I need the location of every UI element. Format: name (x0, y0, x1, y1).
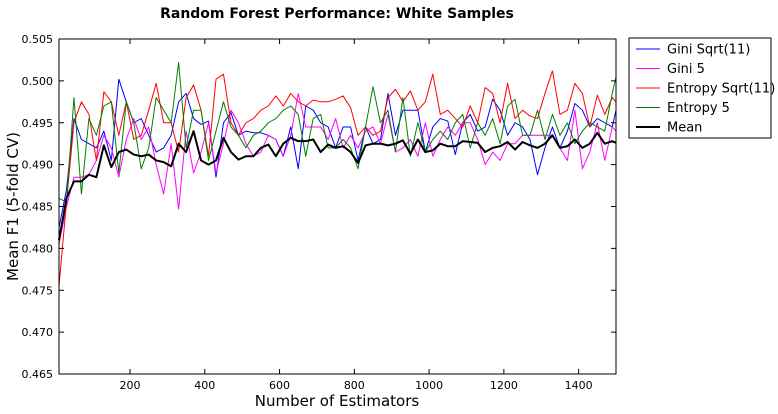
x-tick-label: 1000 (415, 379, 443, 392)
x-tick-label: 800 (344, 379, 365, 392)
y-tick-label: 0.485 (22, 201, 54, 214)
y-tick-label: 0.470 (22, 326, 54, 339)
legend-label: Mean (667, 121, 702, 136)
series-layer (58, 61, 617, 287)
series-line-gini-sqrt-11 (58, 78, 617, 228)
legend: Gini Sqrt(11) Gini 5 Entropy Sqrt(11) Entro… (628, 37, 775, 139)
y-axis: 0.465 0.470 0.475 0.480 0.485 0.490 0.495 0.500… (22, 33, 616, 381)
series-line-mean (58, 130, 617, 241)
y-tick-label: 0.505 (22, 33, 54, 46)
legend-label: Entropy Sqrt(11) (667, 82, 775, 97)
x-tick-label: 1200 (490, 379, 518, 392)
y-tick-label: 0.480 (22, 242, 54, 255)
legend-label: Entropy 5 (667, 101, 730, 116)
legend-label: Gini Sqrt(11) (667, 43, 750, 58)
plot-area-frame (58, 38, 617, 375)
series-line-entropy-sqrt-11 (58, 70, 617, 287)
y-tick-label: 0.500 (22, 75, 54, 88)
y-axis-title: Mean F1 (5-fold CV) (4, 132, 22, 281)
x-axis: 200 400 600 800 1000 1200 1400 (120, 39, 593, 392)
x-tick-label: 1400 (565, 379, 593, 392)
x-tick-label: 200 (120, 379, 141, 392)
chart-title: Random Forest Performance: White Samples (160, 6, 514, 22)
series-line-entropy-5 (58, 61, 617, 203)
y-tick-label: 0.490 (22, 159, 54, 172)
y-tick-label: 0.495 (22, 117, 54, 130)
x-axis-title: Number of Estimators (255, 392, 420, 410)
legend-label: Gini 5 (667, 62, 705, 77)
x-tick-label: 400 (194, 379, 215, 392)
series-line-gini-5 (58, 92, 617, 245)
y-tick-label: 0.475 (22, 284, 54, 297)
x-tick-label: 600 (269, 379, 290, 392)
y-tick-label: 0.465 (22, 368, 54, 381)
